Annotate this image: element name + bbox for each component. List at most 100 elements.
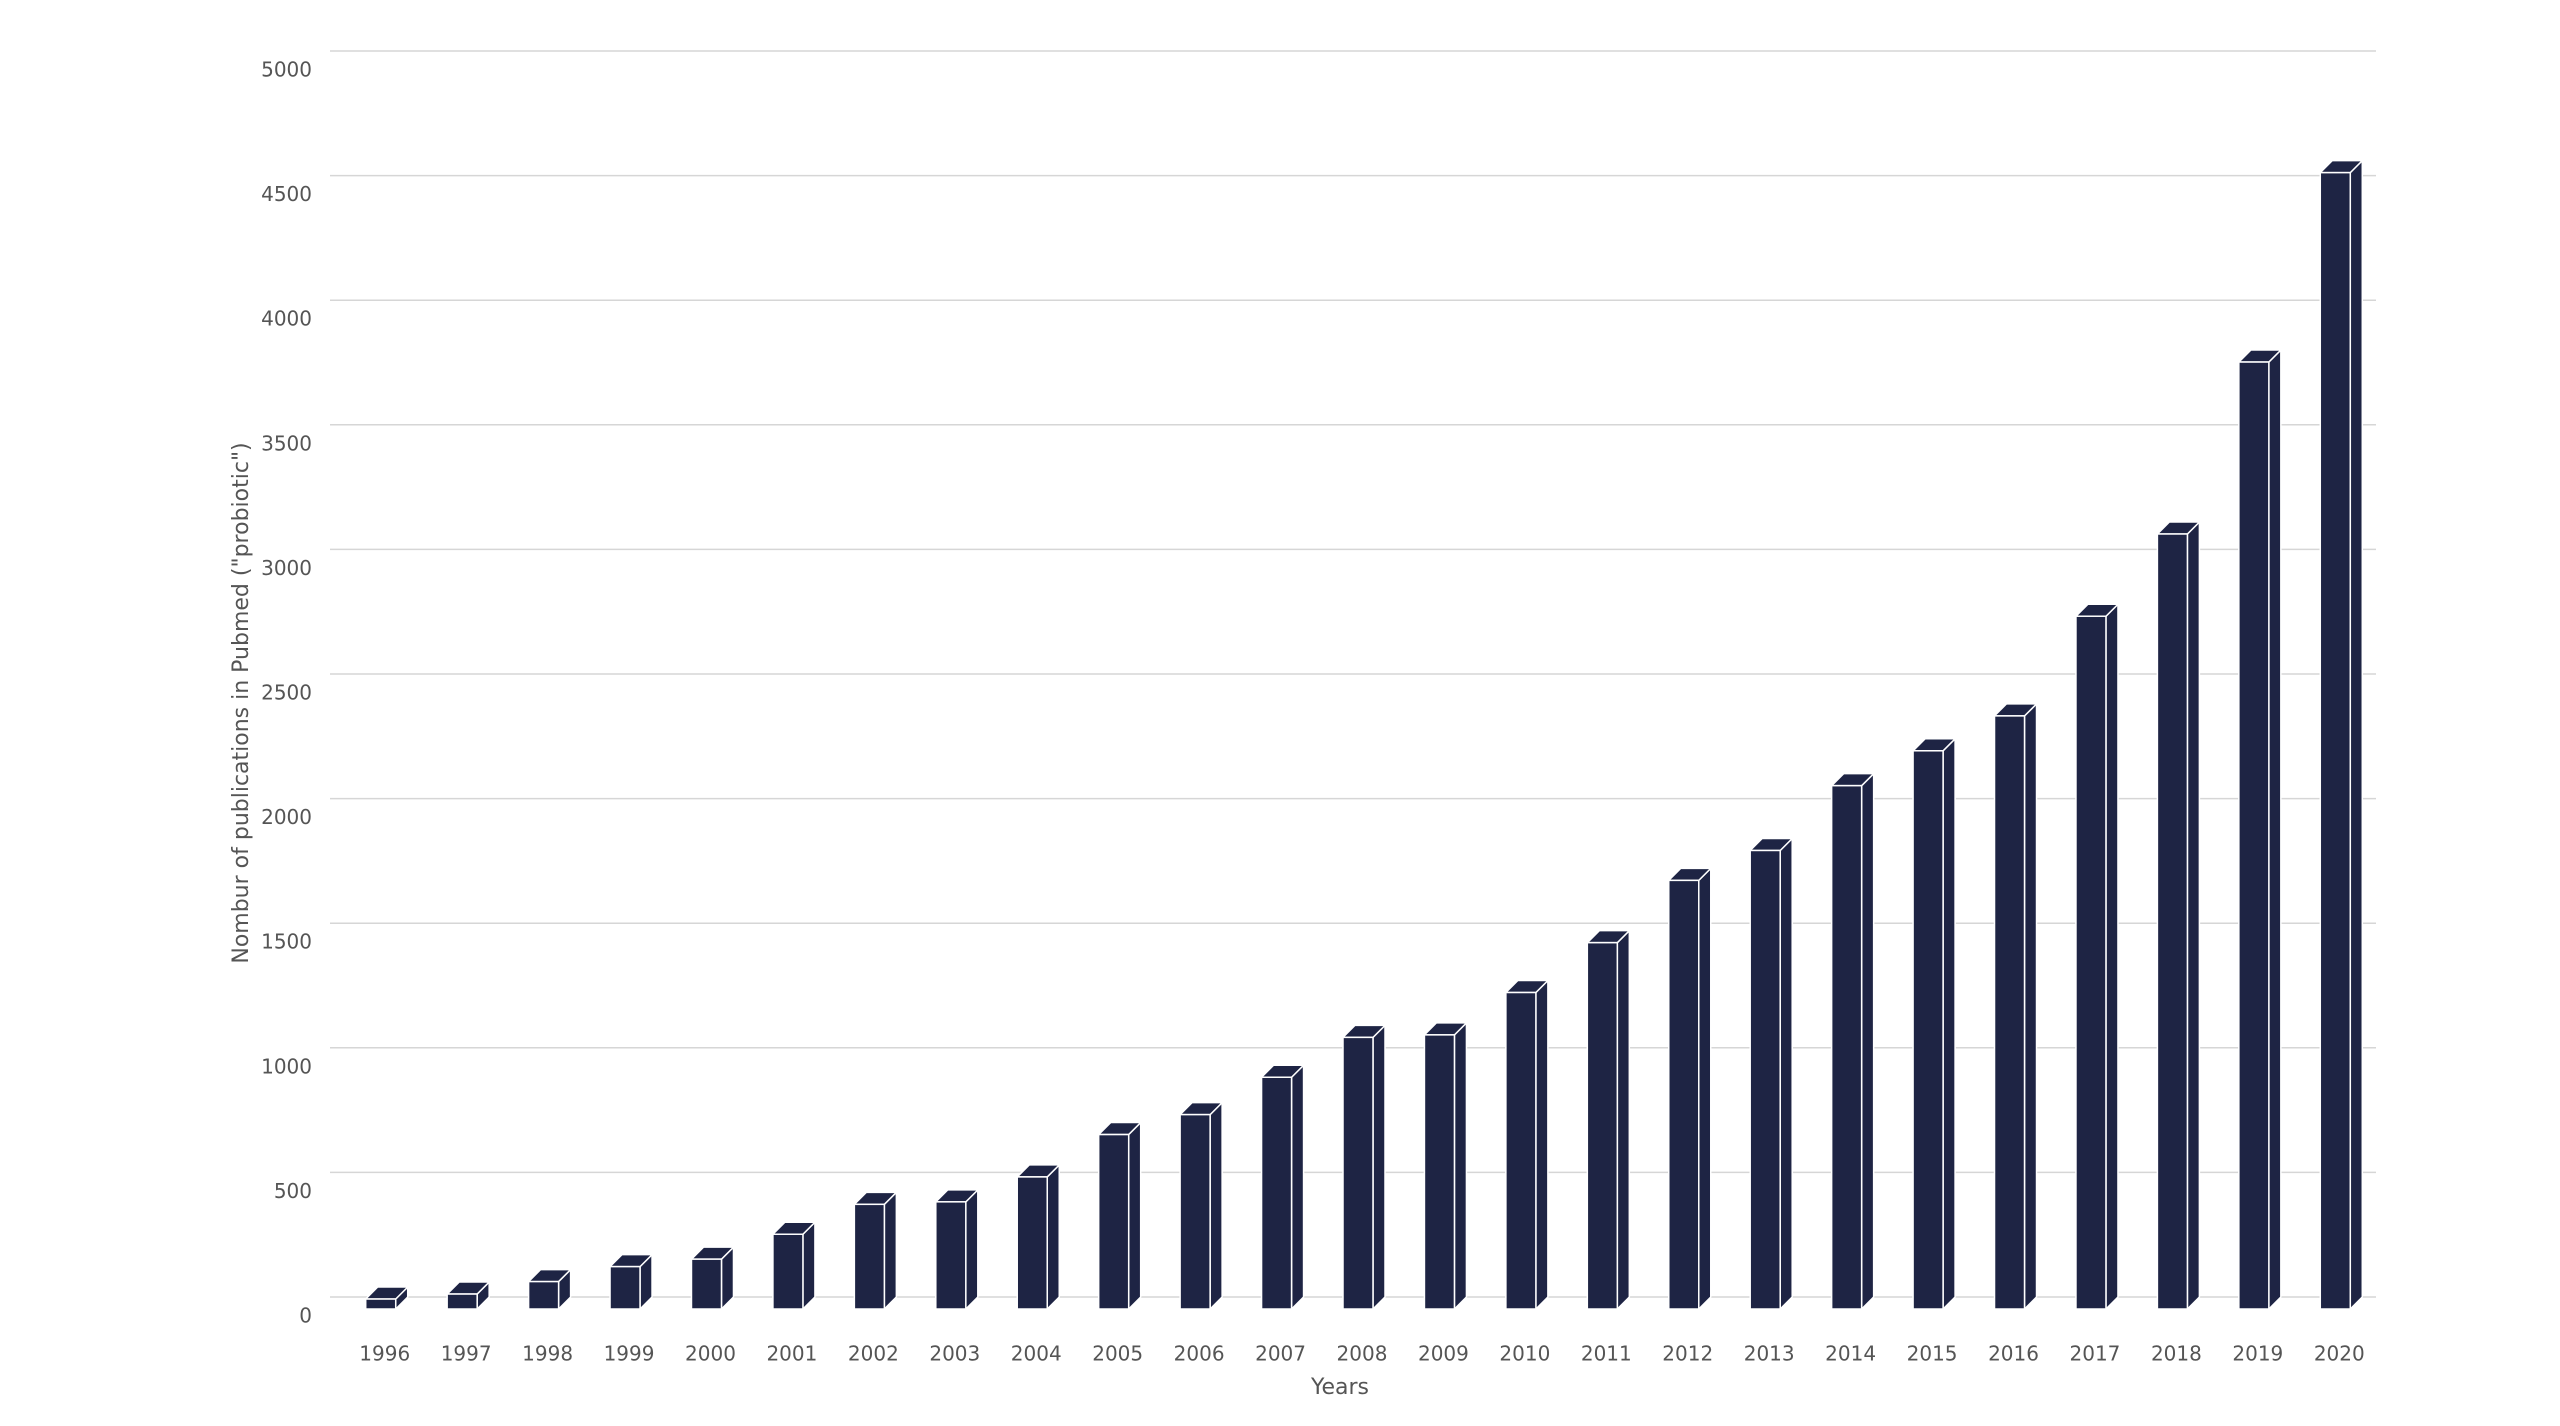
x-axis-label: Years bbox=[1310, 1375, 1369, 1400]
bar-face bbox=[1209, 1100, 1223, 1311]
bar bbox=[1096, 1120, 1143, 1311]
bar-face bbox=[1016, 1176, 1048, 1310]
x-tick-label: 2019 bbox=[2232, 1342, 2283, 1366]
bar bbox=[852, 1190, 899, 1311]
x-tick-label: 2009 bbox=[1418, 1342, 1469, 1366]
x-tick-label: 2003 bbox=[929, 1342, 980, 1366]
y-tick-label: 4500 bbox=[261, 182, 312, 206]
bar-face bbox=[1942, 736, 1956, 1311]
bar bbox=[771, 1220, 817, 1311]
y-tick-label: 4000 bbox=[261, 307, 312, 331]
x-tick-label: 2002 bbox=[848, 1342, 899, 1366]
y-tick-label: 1500 bbox=[261, 930, 312, 954]
x-tick-label: 2004 bbox=[1011, 1342, 1062, 1366]
y-axis-label: Nombur of publications in Pubmed ("probi… bbox=[229, 442, 254, 963]
bar bbox=[1422, 1021, 1469, 1311]
x-tick-label: 2005 bbox=[1092, 1342, 1143, 1366]
bar bbox=[689, 1245, 736, 1311]
x-tick-label: 2014 bbox=[1825, 1342, 1876, 1366]
bar bbox=[1259, 1063, 1306, 1311]
bar-face bbox=[2319, 171, 2352, 1310]
bar-face bbox=[1586, 941, 1619, 1310]
bar-face bbox=[1179, 1113, 1211, 1310]
bar bbox=[1911, 736, 1957, 1311]
x-tick-label: 2015 bbox=[1907, 1342, 1958, 1366]
x-tick-label: 2012 bbox=[1662, 1342, 1713, 1366]
bar-face bbox=[364, 1298, 397, 1310]
bar bbox=[526, 1267, 573, 1311]
bar-face bbox=[935, 1201, 967, 1310]
x-tick-label: 2008 bbox=[1337, 1342, 1388, 1366]
bar-face bbox=[2075, 615, 2107, 1310]
bar-face bbox=[1830, 784, 1863, 1310]
bar bbox=[1748, 836, 1795, 1311]
x-tick-label: 2020 bbox=[2314, 1342, 2365, 1366]
bar-face bbox=[527, 1280, 560, 1310]
bar bbox=[2074, 602, 2120, 1311]
x-tick-label: 1999 bbox=[604, 1342, 655, 1366]
y-tick-label: 0 bbox=[299, 1304, 312, 1328]
bar bbox=[445, 1280, 491, 1311]
bar bbox=[2318, 158, 2365, 1311]
x-tick-label: 2011 bbox=[1581, 1342, 1632, 1366]
bar-face bbox=[2268, 348, 2282, 1311]
bar bbox=[1015, 1163, 1062, 1311]
bar bbox=[1829, 771, 1876, 1311]
y-tick-label: 1000 bbox=[261, 1054, 312, 1078]
bar-face bbox=[2349, 158, 2364, 1311]
x-tick-label: 2001 bbox=[766, 1342, 817, 1366]
bar-face bbox=[690, 1258, 723, 1310]
bar bbox=[2237, 348, 2283, 1311]
bar-face bbox=[1290, 1063, 1305, 1311]
bar-face bbox=[772, 1233, 804, 1310]
y-tick-label: 3500 bbox=[261, 431, 312, 455]
x-tick-label: 2016 bbox=[1988, 1342, 2039, 1366]
bar-face bbox=[1668, 879, 1700, 1310]
bar bbox=[608, 1252, 654, 1311]
bar-face bbox=[1860, 771, 1875, 1311]
y-tick-label: 3000 bbox=[261, 556, 312, 580]
x-tick-label: 2006 bbox=[1174, 1342, 1225, 1366]
bar-face bbox=[2105, 602, 2119, 1311]
x-tick-label: 2018 bbox=[2151, 1342, 2202, 1366]
x-tick-label: 1997 bbox=[441, 1342, 492, 1366]
bar-face bbox=[1453, 1021, 1468, 1311]
bar-face bbox=[802, 1220, 816, 1311]
y-tick-label: 2500 bbox=[261, 681, 312, 705]
bar bbox=[1666, 866, 1713, 1311]
bar-face bbox=[1698, 866, 1712, 1311]
x-tick-label: 2017 bbox=[2070, 1342, 2121, 1366]
bar-face bbox=[2156, 533, 2189, 1310]
bar-face bbox=[2023, 702, 2038, 1311]
x-tick-label: 1998 bbox=[522, 1342, 573, 1366]
bar-face bbox=[1616, 928, 1631, 1311]
bar-face bbox=[1535, 978, 1549, 1311]
bar-face bbox=[1097, 1133, 1130, 1310]
bar-face bbox=[883, 1190, 898, 1311]
x-tick-label: 2013 bbox=[1744, 1342, 1795, 1366]
y-tick-label: 5000 bbox=[261, 58, 312, 82]
bar-face bbox=[1372, 1023, 1386, 1311]
bar-face bbox=[1260, 1076, 1293, 1310]
bar bbox=[1504, 978, 1550, 1311]
bar-face bbox=[1779, 836, 1793, 1311]
bar-face bbox=[609, 1265, 641, 1310]
bar-face bbox=[1749, 849, 1781, 1310]
bar-face bbox=[853, 1203, 886, 1310]
bar-face bbox=[1423, 1034, 1456, 1310]
x-tick-label: 2007 bbox=[1255, 1342, 1306, 1366]
bar bbox=[1992, 702, 2039, 1311]
bar bbox=[1178, 1100, 1224, 1311]
bar-face bbox=[1993, 715, 2026, 1310]
bar-face bbox=[446, 1293, 478, 1310]
bar-face bbox=[2238, 361, 2270, 1310]
bar bbox=[1341, 1023, 1387, 1311]
bar bbox=[1585, 928, 1632, 1311]
x-tick-label: 2010 bbox=[1499, 1342, 1550, 1366]
bar-face bbox=[1342, 1036, 1374, 1310]
bar-face bbox=[1046, 1163, 1060, 1311]
x-tick-label: 2000 bbox=[685, 1342, 736, 1366]
bar bbox=[363, 1285, 410, 1311]
bar-face bbox=[1505, 991, 1537, 1310]
